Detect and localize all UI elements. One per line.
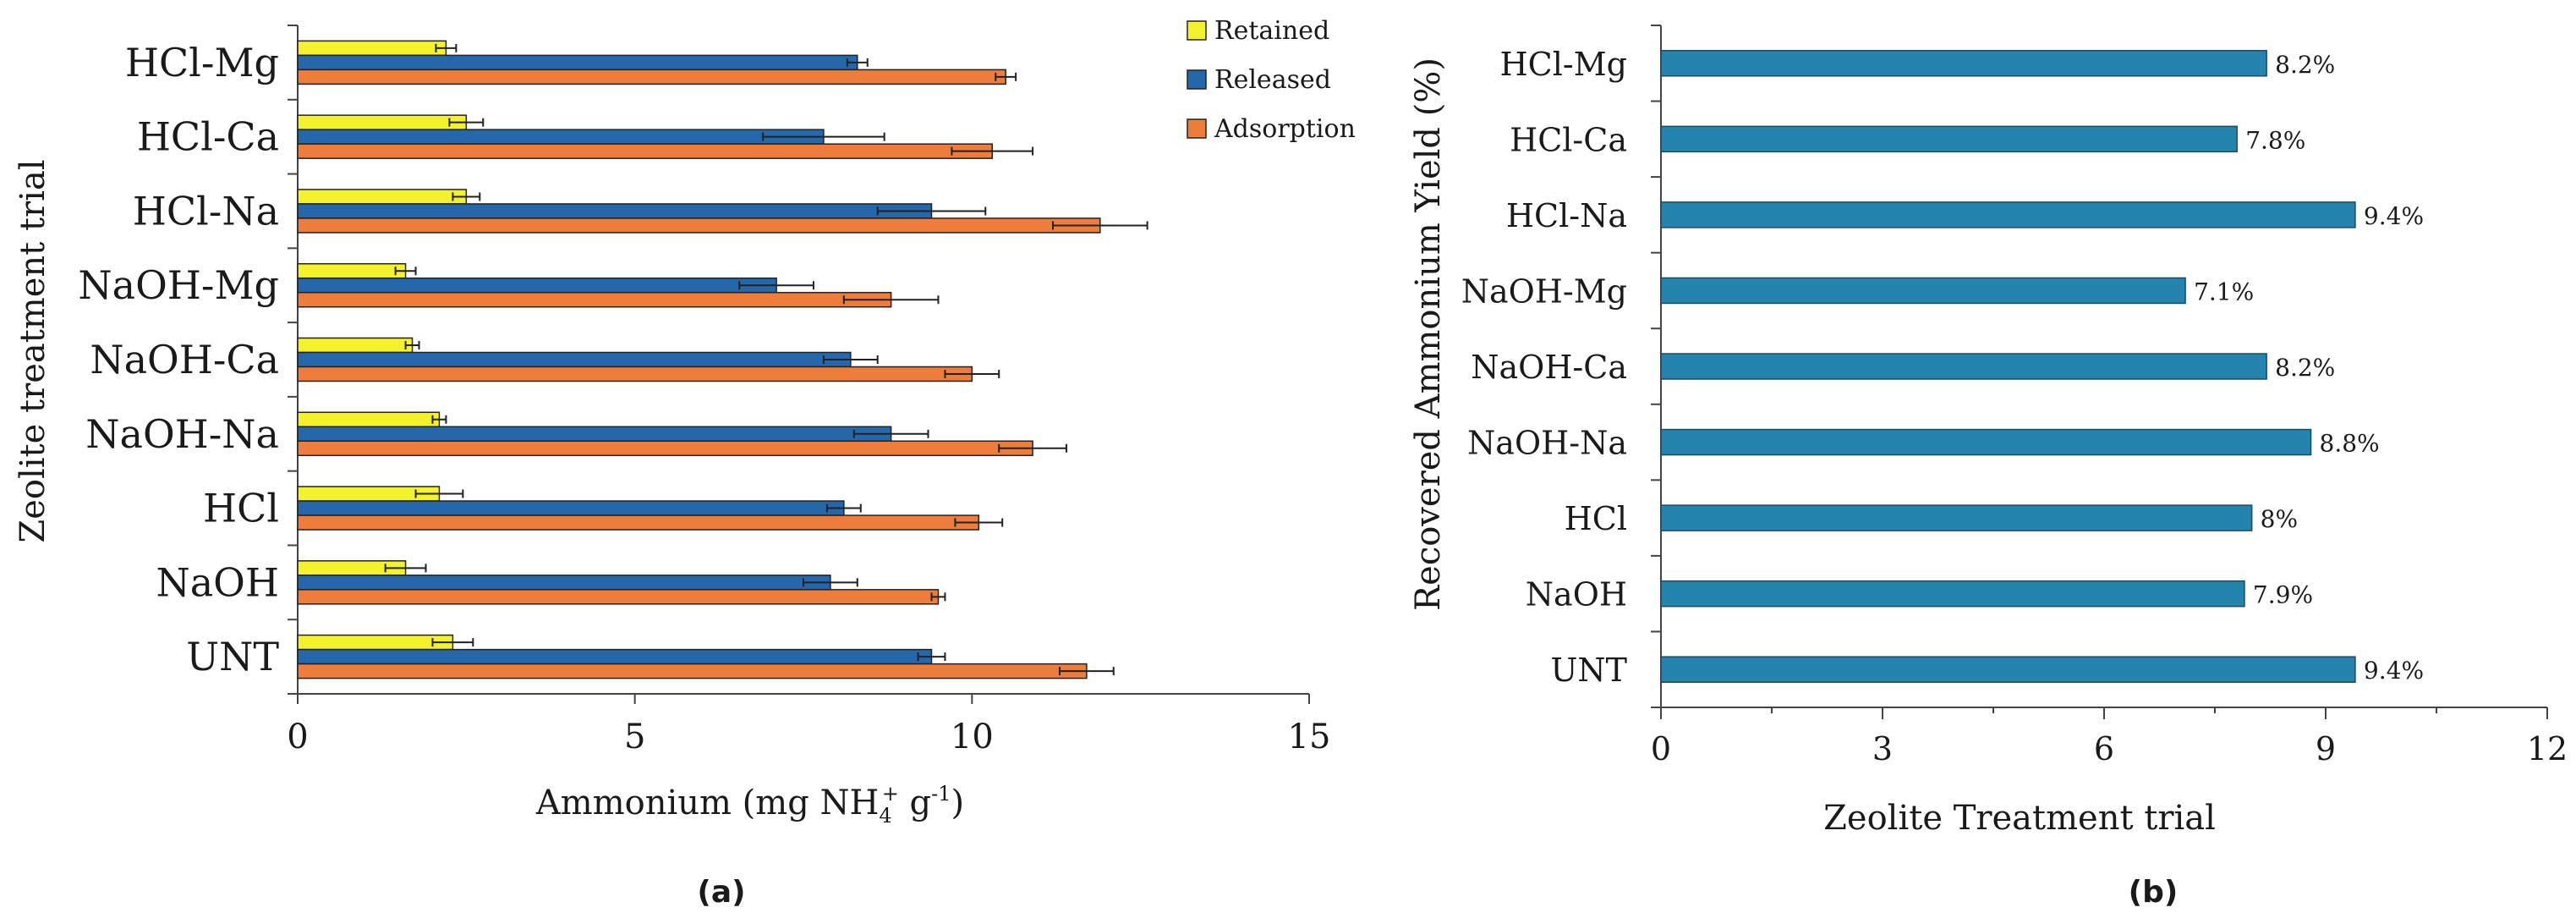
bar-retained-unt [297,634,454,651]
bar-adsorption-naoh-na [297,440,1033,457]
chart-a-category-label: UNT [186,634,279,679]
bar-released-naoh [297,575,831,591]
data-label-hcl-mg: 8.2% [2275,51,2335,79]
bar-released-naoh-na [297,426,892,443]
chart-b-ylabel: Recovered Ammonium Yield (%) [1409,58,1448,611]
bar-retained-hcl-na [297,189,468,205]
data-label-hcl-ca: 7.8% [2245,126,2305,154]
chart-a-x-tick-label: 5 [624,718,645,756]
chart-b-category-label: NaOH [1526,576,1627,613]
chart-b-category-label: HCl-Na [1506,197,1627,234]
chart-b-category-label: HCl-Mg [1500,46,1627,83]
chart-b-plot: 0 3 6 9 12 HCl-Mg 8.2% HCl-Ca 7.8% HCl-Na 9.4% NaOH… [1461,25,2568,767]
chart-a-category-label: HCl [203,486,279,531]
bar-released-hcl-mg [297,54,858,71]
bar-released-hcl [297,500,845,516]
chart-a-legend: Retained Released Adsorption [1187,16,1356,144]
bar-adsorption-naoh [297,589,940,605]
chart-b-x-tick-label: 9 [2316,730,2336,767]
data-label-naoh-na: 8.8% [2320,430,2380,458]
data-label-unt: 9.4% [2364,657,2424,685]
chart-a-x-tick-label: 0 [287,718,308,756]
chart-a: Zeolite treatment trial Retained Released… [14,16,1356,910]
bar-yield-hcl-mg [1660,50,2267,77]
data-label-naoh-mg: 7.1% [2194,278,2254,305]
chart-a-category-label: HCl-Na [133,188,279,234]
chart-a-ylabel: Zeolite treatment trial [14,159,52,542]
bar-retained-naoh-ca [297,337,414,354]
bar-adsorption-hcl [297,514,980,531]
data-label-naoh-ca: 8.2% [2275,354,2335,382]
chart-a-panel-label: (a) [697,875,745,910]
bar-adsorption-hcl-mg [297,69,1006,85]
legend-label-adsorption: Adsorption [1214,114,1356,144]
data-label-hcl-na: 9.4% [2364,202,2424,230]
bar-yield-naoh-na [1660,428,2312,456]
chart-a-category-label: HCl-Mg [125,40,279,85]
legend-swatch-adsorption [1187,118,1207,139]
bar-adsorption-hcl-ca [297,143,994,159]
data-label-hcl: 8% [2261,505,2298,533]
data-label-naoh: 7.9% [2253,581,2313,609]
chart-a-x-tick-label: 15 [1288,718,1331,756]
legend-label-released: Released [1214,65,1331,95]
chart-b-category-label: HCl-Ca [1510,121,1627,158]
bar-yield-naoh [1660,580,2245,608]
chart-b-category-label: NaOH-Ca [1471,349,1627,386]
chart-a-plot: 0 5 10 15 HCl-Mg HCl-Ca HCl-Na NaOH-Mg NaOH-Ca Na… [78,25,1330,756]
chart-a-category-label: NaOH-Ca [90,337,279,382]
bar-released-unt [297,648,933,665]
chart-b-x-tick-label: 12 [2527,730,2568,767]
bar-released-naoh-ca [297,351,852,368]
chart-b-category-label: NaOH-Mg [1461,272,1627,310]
chart-b-category-label: UNT [1550,652,1627,689]
bar-released-hcl-na [297,203,933,219]
chart-b: Recovered Ammonium Yield (%) 0 3 6 9 12 HCl-M… [1409,25,2568,910]
bar-retained-naoh-na [297,411,441,428]
bar-retained-hcl-mg [297,40,447,57]
bar-yield-unt [1660,656,2356,683]
bar-retained-naoh-mg [297,262,407,279]
bar-released-hcl-ca [297,129,825,145]
chart-b-panel-label: (b) [2129,875,2179,910]
legend-label-retained: Retained [1214,16,1329,46]
chart-a-category-label: NaOH [156,559,279,605]
bar-yield-naoh-mg [1660,277,2186,305]
chart-a-x-tick-label: 10 [951,718,994,756]
bar-yield-naoh-ca [1660,353,2267,380]
bar-adsorption-naoh-ca [297,366,973,382]
chart-b-category-label: HCl [1565,500,1627,537]
legend-swatch-retained [1187,20,1207,41]
chart-a-category-label: HCl-Ca [137,114,279,160]
bar-adsorption-naoh-mg [297,291,892,308]
bar-yield-hcl-ca [1660,125,2238,153]
bar-released-naoh-mg [297,277,777,294]
bar-yield-hcl-na [1660,201,2356,228]
chart-b-category-label: NaOH-Na [1467,425,1627,462]
bar-retained-hcl-ca [297,114,468,130]
bar-yield-hcl [1660,504,2253,531]
bar-adsorption-hcl-na [297,217,1101,234]
chart-a-category-label: NaOH-Na [85,411,279,457]
chart-b-xlabel: Zeolite Treatment trial [1823,799,2216,838]
chart-a-xlabel: Ammonium (mg NH4+ g-1) [535,782,964,828]
chart-a-category-label: NaOH-Mg [78,262,279,308]
bar-adsorption-unt [297,663,1088,679]
chart-b-x-tick-label: 0 [1651,730,1671,767]
chart-b-x-tick-label: 3 [1872,730,1893,767]
chart-b-x-tick-label: 6 [2094,730,2114,767]
legend-swatch-released [1187,69,1207,90]
